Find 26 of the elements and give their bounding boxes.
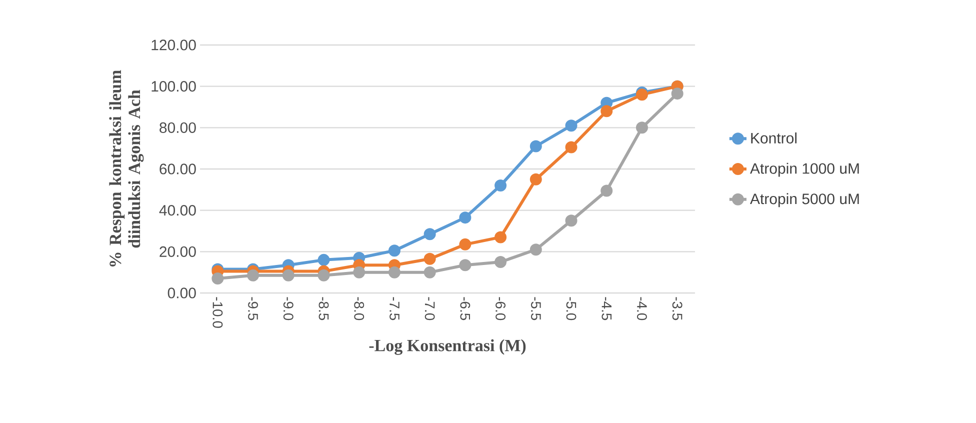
x-tick-label: -9.5: [248, 297, 258, 320]
x-tick-label: -7.0: [424, 297, 435, 320]
x-tick-label: -5.5: [531, 297, 541, 320]
x-tick-label: -5.0: [566, 297, 576, 320]
y-tick-label: 0.00: [168, 288, 196, 298]
legend-label: Atropin 1000 uM: [750, 162, 859, 177]
y-tick-label: 20.00: [160, 246, 196, 257]
x-tick-label: -7.5: [390, 297, 400, 320]
x-tick-label: -8.0: [354, 297, 364, 320]
y-tick-label: 60.00: [160, 164, 196, 174]
legend-label: Kontrol: [751, 132, 796, 144]
x-axis-title: -Log Konsentrasi (M): [369, 339, 526, 355]
y-tick-label: 120.00: [152, 40, 196, 50]
x-tick-label: -4.5: [602, 297, 612, 320]
legend-label: Atropin 5000 uM: [750, 193, 859, 208]
y-tick-label: 80.00: [160, 122, 196, 133]
x-tick-label: -9.0: [283, 297, 294, 320]
x-tick-label: -4.0: [637, 297, 647, 320]
x-tick-label: -8.5: [318, 297, 329, 320]
x-tick-label: -6.0: [496, 297, 506, 320]
x-tick-label: -10.0: [212, 297, 223, 328]
y-tick-label: 100.00: [152, 81, 196, 92]
x-tick-label: -6.5: [460, 297, 470, 320]
y-axis-title: % Respon kontraksi ileum diinduksi Agonis Ach: [109, 70, 144, 266]
y-tick-label: 40.00: [159, 205, 196, 216]
x-tick-label: -3.5: [672, 297, 682, 320]
